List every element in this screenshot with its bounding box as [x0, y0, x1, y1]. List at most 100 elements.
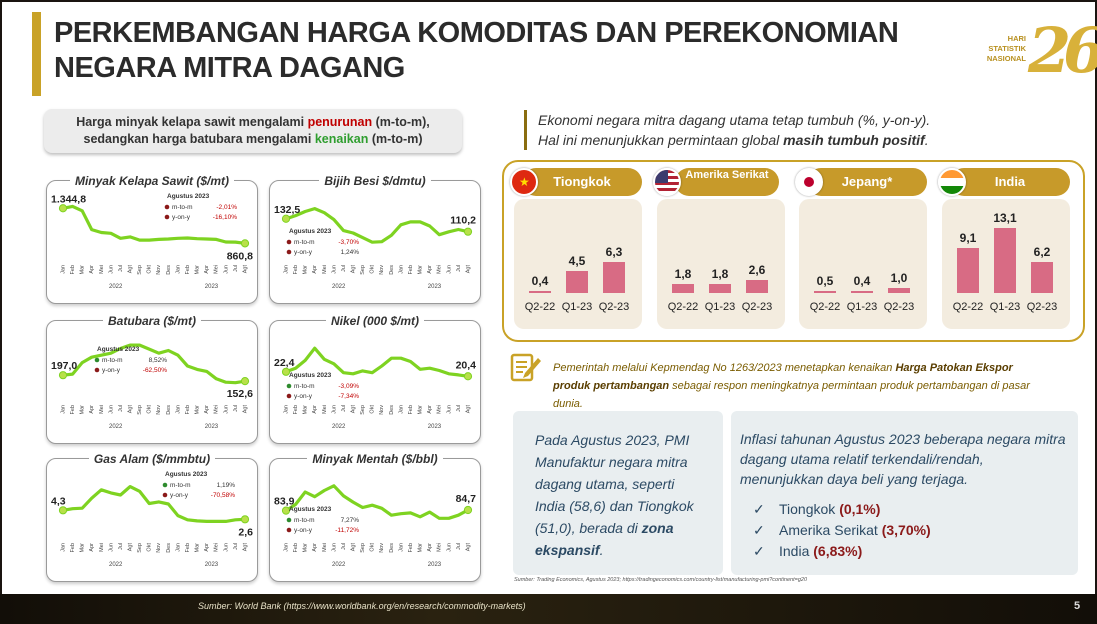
price-series-line — [284, 346, 470, 378]
month-tick-label: Feb — [185, 405, 191, 414]
info-title: Agustus 2023 — [289, 228, 332, 235]
month-tick-label: Apr — [89, 543, 95, 552]
info-title: Agustus 2023 — [289, 372, 332, 379]
month-tick-label: Jul — [233, 265, 239, 272]
month-tick-label: Jun — [331, 265, 337, 274]
yoy-bullet-icon — [94, 367, 100, 373]
yoy-label: y-on-y — [294, 393, 313, 400]
source-trading-economics: Sumber: Trading Economics, Agustus 2023;… — [514, 577, 808, 583]
yoy-bullet-icon — [286, 527, 292, 533]
month-tick-label: Jan — [283, 543, 289, 552]
line-chart-minyak-mentah: Jan Feb Mar Apr Mei Jun Jul Agt Sep Okt Nov Des Jan F… — [274, 484, 476, 568]
inflation-value: (0,1%) — [839, 501, 881, 517]
source-world-bank[interactable]: Sumber: World Bank (https://www.worldban… — [198, 601, 526, 611]
country-badge: Tiongkok — [522, 168, 642, 196]
gdp-value-label: 4,5 — [568, 253, 586, 268]
year-label: 2023 — [205, 284, 219, 290]
line-chart-gas-alam: Jan Feb Mar Apr Mei Jun Jul Agt Sep Okt Nov Des Jan F… — [51, 471, 253, 568]
month-tick-label: Mei — [322, 405, 328, 414]
gdp-quarter-label: Q2-23 — [1026, 301, 1058, 313]
country-badge: Jepang* — [807, 168, 927, 196]
month-tick-label: Mei — [214, 543, 220, 552]
price-series-line — [61, 485, 247, 523]
year-label: 2022 — [332, 424, 346, 430]
gdp-value-label: 13,1 — [993, 210, 1017, 225]
month-tick-label: Mei — [99, 405, 105, 414]
month-tick-label: Okt — [147, 405, 153, 414]
page-title: PERKEMBANGAN HARGA KOMODITAS DAN PEREKON… — [54, 16, 914, 86]
end-point — [463, 372, 473, 381]
year-label: 2023 — [428, 424, 442, 430]
month-tick-label: Sep — [360, 405, 366, 415]
month-tick-label: Nov — [379, 543, 385, 553]
month-tick-label: Mei — [322, 265, 328, 274]
checkmark-icon: ✓ — [753, 501, 765, 517]
month-tick-label: Mei — [214, 405, 220, 414]
month-tick-label: Jul — [341, 543, 347, 550]
inflation-list: ✓ Tiongkok (0,1%) ✓ Amerika Serikat (3,70%… — [753, 499, 1053, 562]
pmi-box — [513, 411, 723, 575]
inflation-country: Amerika Serikat — [779, 522, 878, 538]
month-tick-label: Jul — [118, 543, 124, 550]
month-tick-label: Mar — [418, 405, 424, 415]
checkmark-icon: ✓ — [753, 543, 765, 559]
notepad-pencil-icon — [508, 350, 542, 384]
mtm-bullet-icon — [162, 482, 168, 488]
month-tick-label: Jan — [175, 265, 181, 274]
mtm-label: m-to-m — [170, 482, 191, 489]
end-value-label: 110,2 — [450, 215, 476, 227]
month-tick-label: Jul — [456, 543, 462, 550]
title-line-2: NEGARA MITRA DAGANG — [54, 52, 405, 84]
info-title: Agustus 2023 — [165, 471, 208, 478]
month-tick-label: Feb — [408, 543, 414, 552]
month-tick-label: Mei — [322, 543, 328, 552]
inflation-item: ✓ India (6,83%) — [753, 541, 1053, 562]
start-value-label: 1.344,8 — [51, 193, 86, 205]
start-value-label: 197,0 — [51, 360, 77, 372]
month-tick-label: Agt — [351, 405, 357, 414]
chart-box-bijih-besi: Bijih Besi $/dmtu) Jan Feb Mar Apr Mei Jun Jul… — [269, 174, 481, 304]
yoy-bullet-icon — [164, 214, 170, 220]
yoy-value: 1,24% — [341, 249, 360, 256]
mtm-value: 1,19% — [217, 482, 236, 489]
month-tick-label: Mei — [437, 405, 443, 414]
month-tick-label: Jul — [341, 405, 347, 412]
summary-down: penurunan — [307, 115, 373, 129]
gdp-value-label: 0,5 — [816, 273, 834, 288]
yoy-label: y-on-y — [294, 249, 313, 256]
month-tick-label: Jun — [446, 265, 452, 274]
month-tick-label: Jan — [283, 265, 289, 274]
month-tick-label: Okt — [370, 405, 376, 414]
end-value-label: 2,6 — [238, 526, 253, 538]
mtm-label: m-to-m — [172, 204, 193, 211]
month-tick-label: Jun — [331, 543, 337, 552]
month-tick-label: Mar — [195, 543, 201, 553]
yoy-label: y-on-y — [170, 492, 189, 499]
bottom-frame — [0, 594, 1097, 624]
summary-text-2: (m-to-m), — [372, 115, 430, 129]
country-flag-icon: ★ — [510, 168, 538, 196]
month-tick-label: Jun — [331, 405, 337, 414]
month-tick-label: Mar — [195, 405, 201, 415]
mtm-bullet-icon — [286, 383, 292, 389]
yoy-value: -11,72% — [335, 527, 359, 534]
intro-line-1: Ekonomi negara mitra dagang utama tetap … — [538, 112, 931, 128]
month-tick-label: Jun — [446, 405, 452, 414]
intro-line-2c: . — [924, 132, 929, 148]
month-tick-label: Jun — [108, 543, 114, 552]
month-tick-label: Agt — [465, 265, 471, 274]
start-value-label: 22,4 — [274, 357, 295, 369]
month-tick-label: Jan — [60, 543, 66, 552]
month-tick-label: Sep — [137, 265, 143, 275]
month-tick-label: Mei — [437, 265, 443, 274]
gdp-value-label: 1,0 — [890, 271, 908, 285]
month-tick-label: Feb — [70, 265, 76, 274]
mtm-bullet-icon — [286, 239, 292, 245]
month-tick-label: Mar — [418, 265, 424, 275]
month-tick-label: Sep — [137, 405, 143, 415]
gdp-bar — [994, 227, 1016, 293]
end-value-label: 860,8 — [227, 250, 253, 262]
chart-title: Minyak Kelapa Sawit ($/mt) — [69, 174, 235, 188]
yoy-label: y-on-y — [102, 367, 121, 374]
